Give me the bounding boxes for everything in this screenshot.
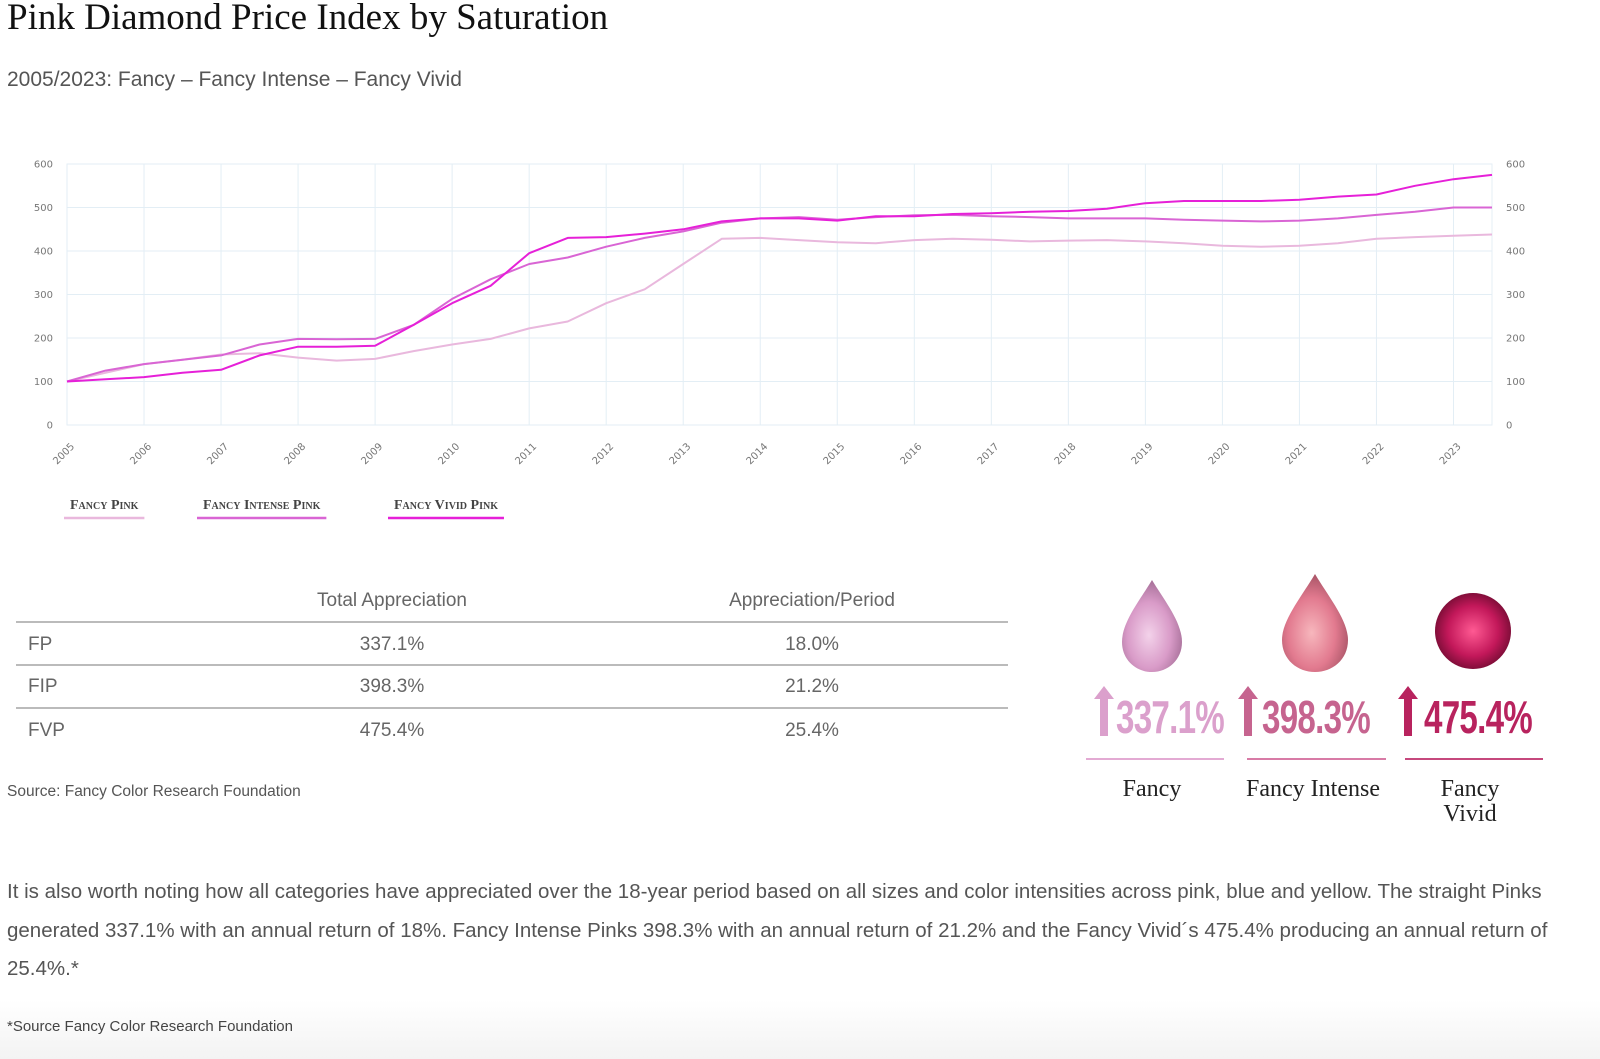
series-line <box>66 233 1493 383</box>
x-tick-label: 2009 <box>359 441 385 467</box>
x-tick-label: 2012 <box>591 441 617 467</box>
legend-label: Fancy Vivid Pink <box>394 498 498 513</box>
x-tick-label: 2016 <box>899 441 925 467</box>
row-divider <box>16 707 1008 709</box>
row-divider <box>16 664 1008 666</box>
gem-illustrations <box>1086 574 1543 760</box>
row-label: FP <box>28 634 53 655</box>
x-tick-label: 2023 <box>1438 441 1464 467</box>
series-line <box>66 173 1493 383</box>
highlight-value: 475.4% <box>1424 691 1533 743</box>
y-tick-label: 500 <box>34 203 53 214</box>
column-header: Total Appreciation <box>317 590 467 611</box>
y-tick-label: 100 <box>34 377 53 388</box>
y-tick-label: 400 <box>34 247 53 258</box>
x-tick-label: 2014 <box>745 441 771 467</box>
column-header: Appreciation/Period <box>729 590 895 611</box>
legend-label: Fancy Intense Pink <box>203 498 321 513</box>
cell: 398.3% <box>359 676 425 697</box>
legend-label: Fancy Pink <box>70 498 139 513</box>
body-text: It is also worth noting how all categori… <box>7 880 1548 980</box>
highlight-label: Fancy <box>1122 776 1182 802</box>
x-tick-label: 2017 <box>976 441 1002 467</box>
footer-band <box>0 1000 1600 1059</box>
cell: 475.4% <box>359 720 425 741</box>
highlight-value: 398.3% <box>1262 691 1371 743</box>
y-tick-label: 200 <box>34 334 53 345</box>
x-tick-label: 2005 <box>51 441 77 467</box>
y-tick-label: 300 <box>34 290 53 301</box>
y2-tick-label: 0 <box>1506 421 1512 432</box>
x-tick-label: 2018 <box>1053 441 1079 467</box>
x-tick-label: 2022 <box>1361 441 1387 467</box>
highlight-label: Fancy Intense <box>1246 776 1380 802</box>
page-title: Pink Diamond Price Index by Saturation <box>7 0 609 38</box>
y2-tick-label: 300 <box>1506 290 1525 301</box>
x-tick-label: 2013 <box>668 441 694 467</box>
x-tick-label: 2021 <box>1284 441 1310 467</box>
y2-tick-label: 400 <box>1506 247 1525 258</box>
x-tick-label: 2015 <box>822 441 848 467</box>
row-label: FIP <box>28 676 58 697</box>
x-tick-label: 2008 <box>282 441 308 467</box>
x-tick-label: 2020 <box>1207 441 1233 467</box>
arrow-up <box>1094 686 1114 736</box>
cell: 25.4% <box>785 720 839 741</box>
gem-intense <box>1282 574 1348 672</box>
cell: 18.0% <box>785 634 839 655</box>
gem-vivid <box>1435 593 1511 669</box>
row-divider <box>16 621 1008 623</box>
x-tick-label: 2007 <box>205 441 231 467</box>
source-note: Source: Fancy Color Research Foundation <box>7 783 301 800</box>
arrow-up <box>1238 686 1258 736</box>
y2-tick-label: 600 <box>1506 160 1525 171</box>
footnote: *Source Fancy Color Research Foundation <box>7 1018 293 1035</box>
y2-tick-label: 500 <box>1506 203 1525 214</box>
x-tick-label: 2006 <box>128 441 154 467</box>
highlight-value: 337.1% <box>1116 691 1225 743</box>
gem-fancy <box>1122 580 1182 672</box>
row-label: FVP <box>28 720 65 741</box>
x-tick-label: 2010 <box>436 441 462 467</box>
y2-tick-label: 100 <box>1506 377 1525 388</box>
y-tick-label: 600 <box>34 160 53 171</box>
arrow-up <box>1398 686 1418 736</box>
cell: 21.2% <box>785 676 839 697</box>
x-tick-label: 2019 <box>1130 441 1156 467</box>
x-tick-label: 2011 <box>514 441 540 467</box>
y-tick-label: 0 <box>47 421 53 432</box>
y2-tick-label: 200 <box>1506 334 1525 345</box>
highlight-label: Fancy Vivid <box>1440 776 1500 827</box>
chart: 0 100 200 300 400 500 600 0 100 200 300 400 500 600 20… <box>34 160 1525 520</box>
subtitle: 2005/2023: Fancy – Fancy Intense – Fancy… <box>7 68 462 91</box>
cell: 337.1% <box>359 634 425 655</box>
